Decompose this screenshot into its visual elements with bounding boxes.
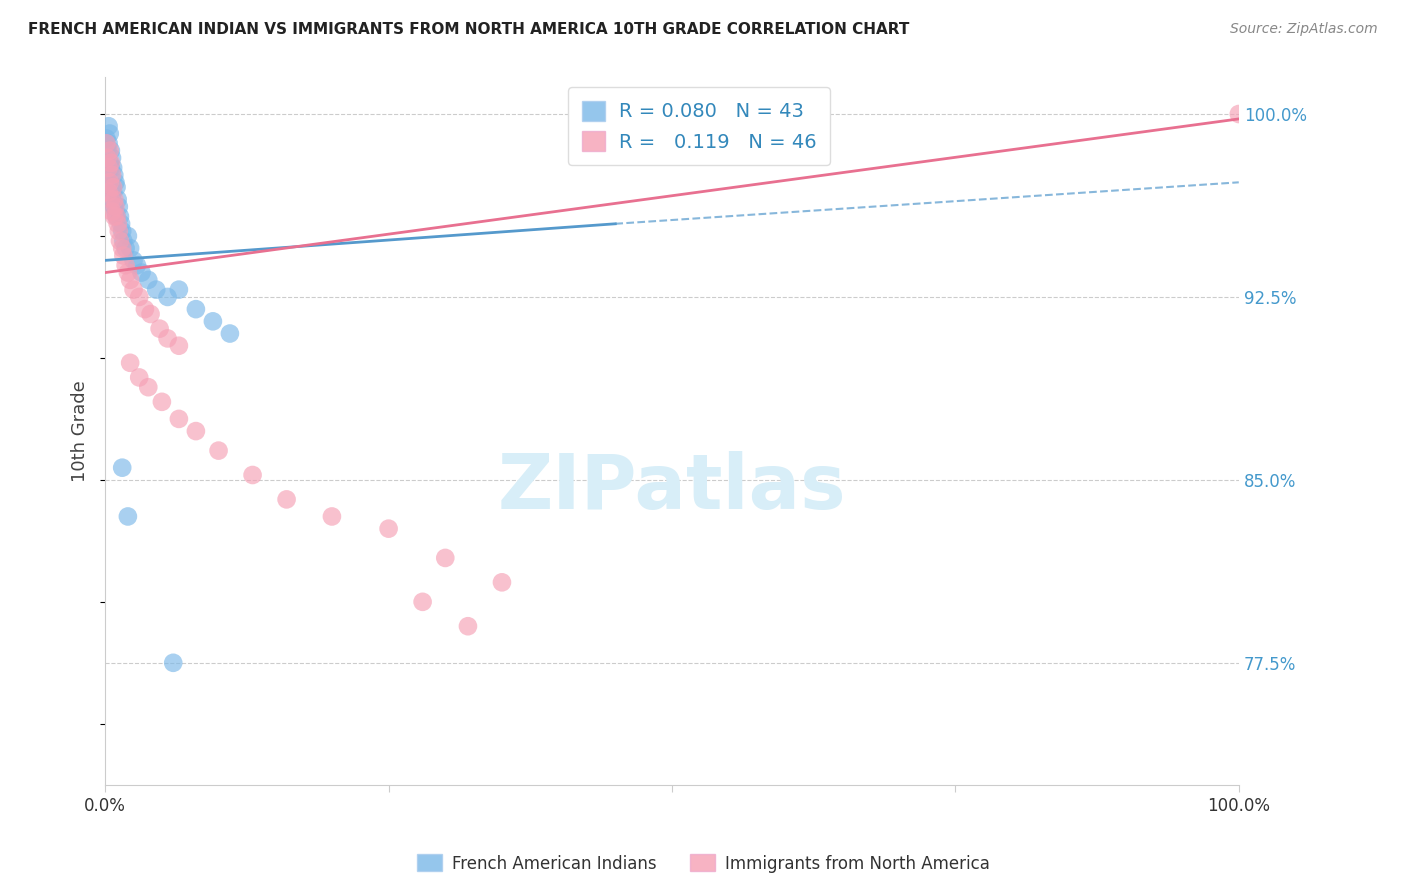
Point xyxy=(108,224,131,238)
Point xyxy=(117,229,139,244)
Point xyxy=(184,302,207,317)
Point xyxy=(107,217,129,231)
Text: ZIPatlas: ZIPatlas xyxy=(498,450,846,524)
Point xyxy=(100,193,122,207)
Point xyxy=(97,185,120,199)
Point xyxy=(128,290,150,304)
Point xyxy=(156,331,179,345)
Text: FRENCH AMERICAN INDIAN VS IMMIGRANTS FROM NORTH AMERICA 10TH GRADE CORRELATION C: FRENCH AMERICAN INDIAN VS IMMIGRANTS FRO… xyxy=(28,22,910,37)
Point xyxy=(457,619,479,633)
Point xyxy=(110,217,132,231)
Point xyxy=(112,248,135,262)
Point xyxy=(219,326,242,341)
Point xyxy=(167,283,190,297)
Point xyxy=(97,161,120,175)
Point xyxy=(101,185,124,199)
Point xyxy=(149,321,172,335)
Point xyxy=(103,210,125,224)
Point xyxy=(105,180,128,194)
Point xyxy=(145,283,167,297)
Point xyxy=(103,193,125,207)
Point xyxy=(108,210,131,224)
Point xyxy=(96,168,118,182)
Point xyxy=(201,314,224,328)
Point xyxy=(491,575,513,590)
Point xyxy=(321,509,343,524)
Point xyxy=(103,200,125,214)
Point xyxy=(117,509,139,524)
Point xyxy=(136,273,159,287)
Point xyxy=(162,656,184,670)
Point xyxy=(104,204,127,219)
Point xyxy=(98,144,121,158)
Point xyxy=(139,307,162,321)
Point xyxy=(125,258,148,272)
Point xyxy=(412,595,434,609)
Point xyxy=(111,460,134,475)
Point xyxy=(98,175,121,189)
Point xyxy=(105,210,128,224)
Point xyxy=(104,175,127,189)
Point xyxy=(96,136,118,151)
Point xyxy=(107,193,129,207)
Point xyxy=(98,156,121,170)
Point xyxy=(101,168,124,182)
Point xyxy=(98,127,121,141)
Point xyxy=(114,258,136,272)
Point xyxy=(96,144,118,158)
Point xyxy=(103,168,125,182)
Point xyxy=(134,302,156,317)
Point xyxy=(242,468,264,483)
Point xyxy=(100,161,122,175)
Point xyxy=(111,224,134,238)
Point xyxy=(207,443,229,458)
Point xyxy=(434,550,457,565)
Point xyxy=(120,241,142,255)
Point xyxy=(276,492,298,507)
Point xyxy=(128,370,150,384)
Point xyxy=(120,356,142,370)
Point xyxy=(131,266,153,280)
Text: Source: ZipAtlas.com: Source: ZipAtlas.com xyxy=(1230,22,1378,37)
Point xyxy=(111,241,134,255)
Point xyxy=(156,290,179,304)
Point xyxy=(112,234,135,248)
Y-axis label: 10th Grade: 10th Grade xyxy=(72,380,89,482)
Point xyxy=(101,161,124,175)
Point xyxy=(377,522,399,536)
Legend: R = 0.080   N = 43, R =   0.119   N = 46: R = 0.080 N = 43, R = 0.119 N = 46 xyxy=(568,87,830,165)
Point xyxy=(101,180,124,194)
Point xyxy=(100,193,122,207)
Point xyxy=(108,234,131,248)
Point xyxy=(101,180,124,194)
Point xyxy=(1227,107,1250,121)
Point xyxy=(97,120,120,134)
Point xyxy=(97,136,120,151)
Point xyxy=(96,131,118,145)
Point xyxy=(167,339,190,353)
Point xyxy=(108,200,131,214)
Point xyxy=(122,253,145,268)
Point xyxy=(97,175,120,189)
Point xyxy=(120,273,142,287)
Point xyxy=(101,151,124,165)
Point xyxy=(184,424,207,438)
Legend: French American Indians, Immigrants from North America: French American Indians, Immigrants from… xyxy=(411,847,995,880)
Point xyxy=(167,412,190,426)
Point xyxy=(117,266,139,280)
Point xyxy=(104,200,127,214)
Point xyxy=(114,241,136,255)
Point xyxy=(96,151,118,165)
Point xyxy=(150,394,173,409)
Point xyxy=(101,204,124,219)
Point xyxy=(122,283,145,297)
Point xyxy=(100,156,122,170)
Point xyxy=(100,144,122,158)
Point xyxy=(105,210,128,224)
Point xyxy=(136,380,159,394)
